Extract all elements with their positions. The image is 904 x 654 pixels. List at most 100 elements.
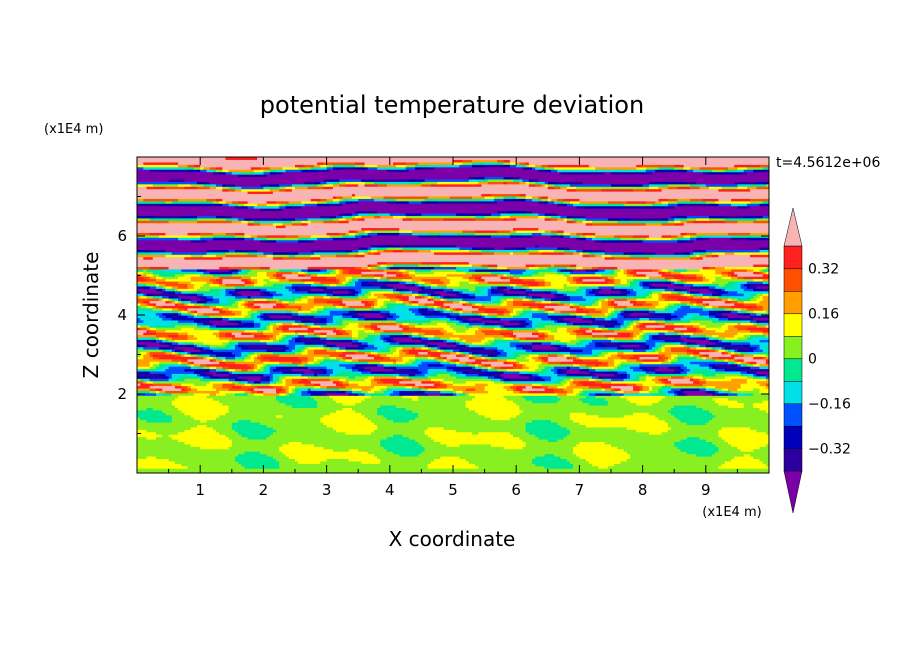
contour-cell (193, 283, 204, 287)
contour-cell (528, 375, 536, 379)
contour-cell (317, 161, 325, 165)
contour-cell (295, 370, 306, 374)
contour-cell (285, 402, 318, 406)
contour-cell (563, 290, 580, 294)
colorbar-band (783, 245, 803, 270)
contour-cell (408, 271, 416, 275)
contour-cell (272, 329, 283, 333)
contour-cell (367, 266, 372, 270)
contour-cell (402, 288, 410, 292)
contour-cell (541, 341, 552, 345)
contour-cell (547, 358, 574, 362)
contour-cell (661, 431, 720, 435)
contour-cell (361, 215, 375, 219)
contour-cell (336, 400, 362, 404)
contour-cell (557, 203, 565, 207)
contour-cell (759, 351, 769, 355)
contour-cell (569, 305, 574, 309)
contour-cell (348, 251, 359, 255)
contour-cell (323, 421, 375, 425)
contour-cell (592, 463, 615, 467)
contour-cell (332, 181, 340, 185)
contour-cell (671, 332, 678, 336)
contour-cell (538, 363, 574, 367)
contour-cell (680, 329, 697, 333)
contour-cell (216, 417, 321, 421)
contour-cell (285, 349, 293, 353)
contour-cell (443, 310, 451, 314)
contour-cell (181, 363, 189, 367)
contour-cell (629, 356, 641, 360)
contour-cell (550, 317, 558, 321)
contour-cell (513, 178, 520, 182)
contour-cell (487, 178, 514, 182)
contour-cell (276, 429, 337, 433)
contour-cell (257, 356, 264, 360)
contour-cell (137, 380, 144, 384)
contour-cell (266, 203, 280, 207)
contour-cell (250, 383, 271, 387)
contour-cell (633, 332, 641, 336)
contour-cell (307, 375, 350, 379)
contour-cell (402, 278, 413, 282)
contour-cell (263, 366, 268, 370)
contour-cell (298, 387, 309, 391)
contour-cell (566, 215, 574, 219)
contour-cell (509, 280, 539, 284)
contour-cell (228, 290, 233, 294)
contour-cell (626, 383, 637, 387)
contour-cell (392, 263, 419, 267)
contour-cell (241, 312, 249, 316)
contour-cell (715, 373, 742, 377)
contour-cell (503, 312, 511, 316)
contour-cell (582, 266, 593, 270)
contour-cell (759, 300, 769, 304)
contour-cell (291, 361, 302, 365)
contour-cell (513, 315, 524, 319)
contour-cell (149, 336, 157, 340)
contour-cell (313, 251, 337, 255)
contour-cell (544, 334, 549, 338)
contour-cell (481, 276, 501, 280)
contour-cell (573, 363, 580, 367)
contour-cell (272, 373, 287, 377)
contour-cell (383, 302, 388, 306)
contour-cell (377, 183, 388, 187)
contour-cell (756, 373, 761, 377)
contour-cell (137, 166, 144, 170)
contour-cell (693, 251, 701, 255)
contour-cell (241, 293, 261, 297)
contour-cell (295, 390, 299, 394)
contour-cell (468, 353, 473, 357)
contour-cell (247, 305, 255, 309)
contour-cell (408, 273, 416, 277)
contour-cell (737, 166, 748, 170)
contour-cell (595, 288, 603, 292)
contour-cell (708, 409, 767, 413)
contour-cell (367, 290, 372, 294)
contour-cell (329, 373, 337, 377)
contour-cell (326, 334, 353, 338)
contour-cell (746, 373, 754, 377)
contour-cell (686, 280, 713, 284)
contour-cell (348, 310, 381, 314)
contour-cell (734, 356, 754, 360)
contour-cell (149, 378, 170, 382)
contour-cell (588, 378, 596, 382)
contour-cell (178, 280, 192, 284)
contour-cell (140, 302, 148, 306)
contour-cell (576, 249, 584, 253)
contour-cell (137, 191, 249, 195)
contour-cell (544, 212, 552, 216)
contour-cell (731, 349, 735, 353)
contour-cell (743, 404, 754, 408)
contour-cell (519, 295, 527, 299)
contour-cell (405, 215, 476, 219)
contour-cell (759, 383, 767, 387)
contour-cell (285, 169, 302, 173)
contour-cell (171, 251, 208, 255)
contour-cell (532, 210, 769, 214)
contour-cell (497, 266, 508, 270)
contour-cell (200, 169, 208, 173)
contour-cell (620, 237, 647, 241)
